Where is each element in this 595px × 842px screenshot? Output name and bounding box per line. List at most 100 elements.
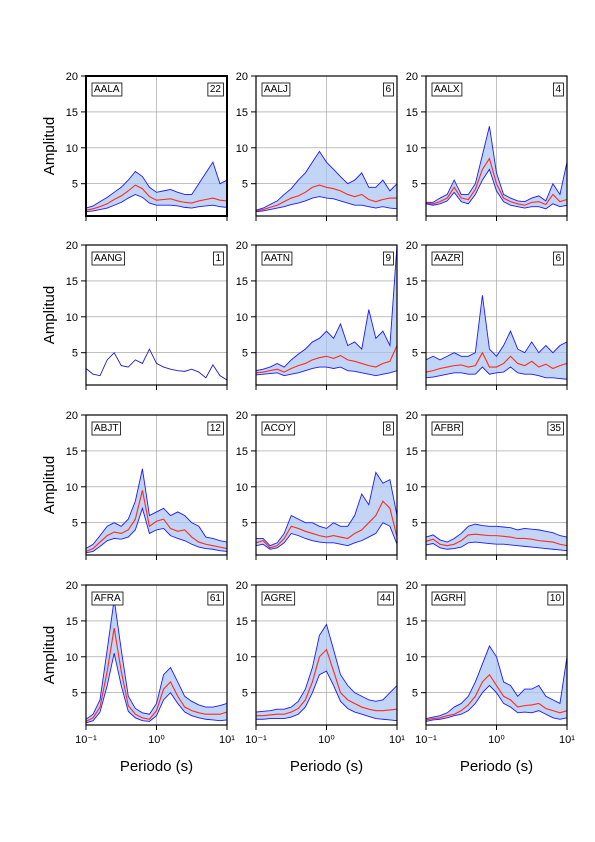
label-box	[431, 421, 464, 436]
panel: 5 10 15 20 ACOY 8	[236, 410, 398, 560]
y-axis-label: Amplitud	[41, 286, 58, 344]
label-box	[207, 591, 224, 606]
panel-frame	[85, 75, 228, 217]
series-line	[86, 184, 227, 211]
label-box	[547, 591, 564, 606]
series-line	[426, 523, 567, 543]
label-box	[207, 421, 224, 436]
y-tick-label: 20	[236, 580, 248, 592]
panel: 10⁻¹ 10⁰ 10¹ 5 10 15 20 AGRE 44 Periodo (s)	[236, 580, 406, 775]
count-label: 44	[380, 593, 392, 604]
y-tick-label: 15	[236, 616, 248, 628]
station-label: AGRE	[264, 593, 293, 604]
series-line	[426, 541, 567, 552]
plot-area	[86, 348, 227, 381]
y-axis-label: Amplitud	[41, 456, 58, 514]
y-tick-label: 5	[72, 348, 78, 360]
y-tick-label: 20	[406, 71, 418, 83]
panel: 10⁻¹ 10⁰ 10¹ 5 10 15 20 AGRH 10 Periodo (s)	[406, 580, 576, 775]
panel: 5 10 15 20 AANG 1 Amplitud	[41, 240, 228, 390]
y-tick-label: 15	[236, 276, 248, 288]
plot-area	[426, 523, 567, 552]
panel: 5 10 15 20 AALJ 6	[236, 71, 398, 221]
y-tick-label: 15	[236, 107, 248, 119]
series-line	[256, 670, 397, 722]
series-line	[256, 245, 397, 372]
x-tick-label: 10⁰	[148, 734, 165, 746]
x-axis-label: Periodo (s)	[120, 758, 193, 775]
panel-frame	[425, 584, 568, 726]
series-line	[86, 627, 227, 722]
label-box	[383, 421, 394, 436]
count-label: 10	[550, 593, 562, 604]
series-line	[86, 161, 227, 209]
series-line	[256, 366, 397, 377]
y-tick-label: 10	[406, 482, 418, 494]
y-tick-label: 15	[406, 446, 418, 458]
label-box	[261, 421, 296, 436]
y-tick-label: 15	[66, 446, 78, 458]
y-tick-label: 20	[236, 410, 248, 422]
y-tick-label: 15	[406, 616, 418, 628]
label-box	[261, 82, 291, 97]
y-tick-label: 10	[406, 143, 418, 155]
y-tick-label: 15	[66, 276, 78, 288]
panel-frame	[255, 75, 398, 217]
label-box	[261, 591, 296, 606]
y-tick-label: 5	[72, 179, 78, 191]
series-line	[256, 500, 397, 549]
label-box	[91, 591, 124, 606]
band-area	[256, 151, 397, 212]
panel: 5 10 15 20 AFBR 35	[406, 410, 568, 560]
panel-frame	[85, 244, 228, 386]
x-tick-label: 10¹	[389, 734, 405, 746]
y-tick-label: 10	[236, 482, 248, 494]
y-tick-label: 10	[406, 652, 418, 664]
series-line	[256, 150, 397, 211]
panel: 5 10 15 20 AALA 22 Amplitud	[41, 71, 228, 221]
x-tick-label: 10⁰	[318, 734, 335, 746]
label-box	[431, 251, 464, 266]
series-line	[256, 471, 397, 547]
series-line	[86, 506, 227, 554]
x-tick-label: 10⁻¹	[415, 734, 437, 746]
y-tick-label: 5	[72, 518, 78, 530]
label-box	[547, 421, 564, 436]
band-area	[426, 295, 567, 380]
label-box	[553, 251, 564, 266]
panel: 10⁻¹ 10⁰ 10¹ 5 10 15 20 AFRA 61 Amplitud Periodo (…	[41, 580, 235, 775]
station-label: ACOY	[264, 423, 293, 434]
series-line	[86, 653, 227, 724]
station-label: ABJT	[94, 423, 118, 434]
count-label: 9	[385, 253, 391, 264]
band-area	[426, 646, 567, 722]
station-label: AALJ	[264, 84, 288, 95]
label-box	[207, 82, 224, 97]
series-line	[86, 193, 227, 213]
series-line	[256, 648, 397, 717]
panel: 5 10 15 20 ABJT 12 Amplitud	[41, 410, 228, 560]
y-tick-label: 5	[242, 518, 248, 530]
y-tick-label: 20	[236, 71, 248, 83]
y-tick-label: 15	[66, 107, 78, 119]
label-box	[91, 421, 121, 436]
x-tick-label: 10⁻¹	[75, 734, 97, 746]
y-tick-label: 5	[412, 688, 418, 700]
series-line	[426, 684, 567, 722]
panel-frame	[85, 414, 228, 556]
series-line	[256, 522, 397, 550]
y-tick-label: 10	[66, 652, 78, 664]
label-box	[377, 591, 394, 606]
series-line	[426, 366, 567, 380]
count-label: 22	[210, 84, 222, 95]
band-area	[86, 162, 227, 212]
x-tick-label: 10⁰	[488, 734, 505, 746]
x-axis-label: Periodo (s)	[460, 758, 533, 775]
label-box	[383, 82, 394, 97]
label-box	[553, 82, 564, 97]
x-tick-label: 10⁻¹	[245, 734, 267, 746]
series-line	[426, 126, 567, 203]
y-tick-label: 20	[406, 410, 418, 422]
plot-area	[426, 126, 567, 210]
panel-frame	[255, 414, 398, 556]
